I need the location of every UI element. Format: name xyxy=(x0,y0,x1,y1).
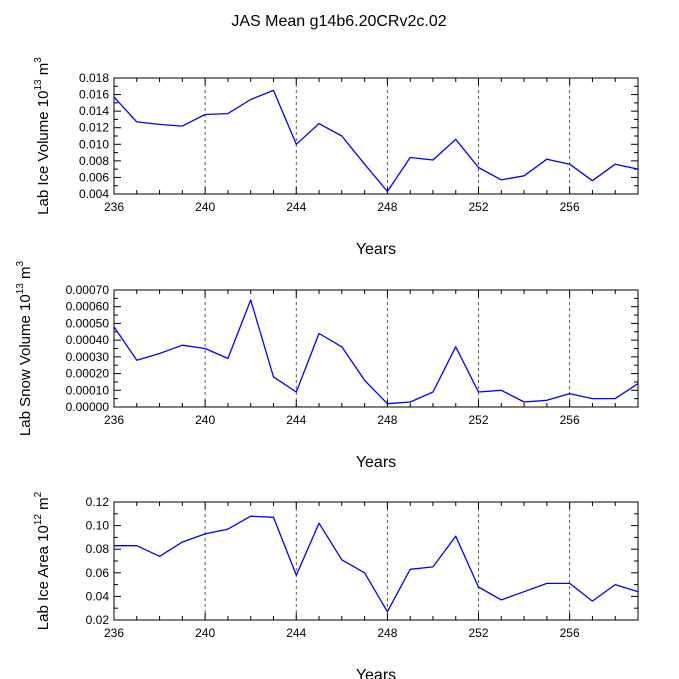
plot-frame xyxy=(113,77,639,195)
y-tick-label: 0.04 xyxy=(86,589,110,603)
panel-ice-volume: 236 240 244 248 252 256 0.004 0.006 0.008 0.010 0.… xyxy=(33,57,639,258)
y-tick-label: 0.004 xyxy=(79,187,109,201)
x-tick-label: 256 xyxy=(560,626,580,640)
x-tick-label: 248 xyxy=(377,413,397,427)
series-line-ice-area xyxy=(114,515,639,613)
x-axis-label: Years xyxy=(356,454,396,471)
x-tick-label: 236 xyxy=(104,626,124,640)
y-tick-label: 0.00040 xyxy=(66,333,110,347)
y-tick-label: 0.012 xyxy=(79,121,109,135)
y-tick-label: 0.02 xyxy=(86,613,110,627)
y-tick-label: 0.08 xyxy=(86,542,110,556)
y-tick-label: 0.014 xyxy=(79,104,109,118)
y-tick-label: 0.006 xyxy=(79,170,109,184)
panel-snow-volume: 236 240 244 248 252 256 0.00000 0.00010 0.00020 0… xyxy=(15,260,639,471)
x-tick-label: 256 xyxy=(560,200,580,214)
y-axis-label: Lab Ice Volume 1013 m3 xyxy=(33,57,52,215)
x-tick-label: 248 xyxy=(377,200,397,214)
x-tick-label: 236 xyxy=(104,413,124,427)
series-line-snow-volume xyxy=(113,299,639,405)
y-tick-label: 0.00000 xyxy=(66,400,110,414)
x-tick-label: 244 xyxy=(286,626,306,640)
y-tick-label: 0.06 xyxy=(86,566,110,580)
x-tick-label: 244 xyxy=(286,200,306,214)
y-tick-label: 0.12 xyxy=(86,495,110,509)
y-tick-label: 0.018 xyxy=(79,71,109,85)
plot-frame xyxy=(113,501,639,621)
y-axis-label: Lab Snow Volume 1013 m3 xyxy=(15,260,34,436)
x-tick-label: 252 xyxy=(469,413,489,427)
x-tick-label: 240 xyxy=(195,626,215,640)
series-line-ice-volume xyxy=(113,89,639,193)
chart-panels: 236 240 244 248 252 256 0.004 0.006 0.008 0.010 0.… xyxy=(15,57,639,679)
y-tick-label: 0.016 xyxy=(79,88,109,102)
x-tick-label: 252 xyxy=(469,200,489,214)
y-tick-label: 0.00070 xyxy=(66,283,110,297)
y-tick-label: 0.00020 xyxy=(66,367,110,381)
x-axis-label: Years xyxy=(356,667,396,679)
x-tick-label: 236 xyxy=(104,200,124,214)
y-tick-label: 0.00050 xyxy=(66,316,110,330)
y-tick-label: 0.008 xyxy=(79,154,109,168)
x-tick-label: 240 xyxy=(195,413,215,427)
x-tick-label: 256 xyxy=(560,413,580,427)
chart-title: JAS Mean g14b6.20CRv2c.02 xyxy=(231,13,446,30)
x-tick-label: 244 xyxy=(286,413,306,427)
x-tick-label: 252 xyxy=(469,626,489,640)
y-tick-label: 0.00010 xyxy=(66,383,110,397)
panel-ice-area: 236 240 244 248 252 256 0.02 0.04 0.06 0.08 0.10 0.… xyxy=(33,491,639,679)
x-tick-label: 240 xyxy=(195,200,215,214)
plot-frame xyxy=(113,289,639,408)
x-axis-label: Years xyxy=(356,241,396,258)
y-axis-label: Lab Ice Area 1012 m2 xyxy=(33,491,52,630)
x-tick-label: 248 xyxy=(377,626,397,640)
y-tick-label: 0.00030 xyxy=(66,350,110,364)
y-tick-label: 0.00060 xyxy=(66,300,110,314)
y-tick-label: 0.10 xyxy=(86,519,110,533)
y-tick-label: 0.010 xyxy=(79,137,109,151)
